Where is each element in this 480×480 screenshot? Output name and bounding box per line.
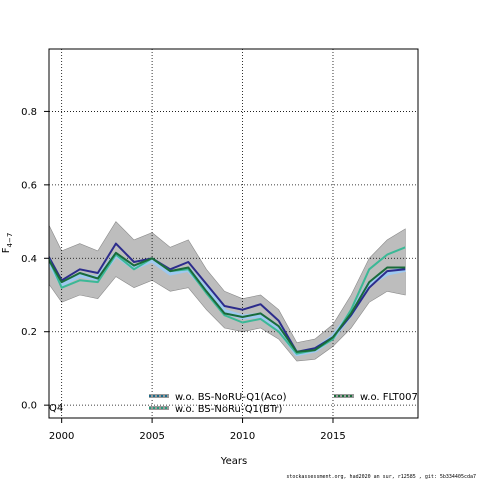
legend-label: w.o. BS-NoRu-Q1(BTr) <box>175 404 283 415</box>
series-line-3 <box>49 246 406 355</box>
legend-label: w.o. FLT007 <box>360 392 418 403</box>
y-axis-title-main: F <box>1 247 12 253</box>
y-tick-label: 0.4 <box>21 254 37 265</box>
x-tick-label: 2010 <box>230 431 255 442</box>
x-tick-label: 2005 <box>139 431 164 442</box>
y-tick-label: 0.0 <box>21 401 37 412</box>
plot-frame <box>48 48 419 419</box>
y-axis: 0.0 0.2 0.4 0.6 0.8 <box>21 107 49 412</box>
series-lines <box>49 242 406 357</box>
confidence-band <box>49 221 406 362</box>
corner-label: Q4 <box>49 403 63 414</box>
y-axis-title-sub: 4−7 <box>6 233 14 248</box>
legend: w.o. BS-NoRU-Q1(Aco)w.o. BS-NoRu-Q1(BTr)… <box>149 392 418 415</box>
y-tick-label: 0.8 <box>21 107 37 118</box>
x-axis: 2000 2005 2010 2015 <box>49 418 346 442</box>
y-axis-title: F4−7 <box>1 233 14 254</box>
y-tick-label: 0.6 <box>21 180 37 191</box>
series-line-4 <box>49 251 406 353</box>
footer-credit: stockassessment.org, had2020 an sur, r12… <box>286 474 476 480</box>
x-tick-label: 2000 <box>49 431 74 442</box>
x-tick-label: 2015 <box>320 431 345 442</box>
grid <box>49 49 418 418</box>
x-axis-title: Years <box>220 456 247 467</box>
band-area <box>49 221 406 362</box>
legend-label: w.o. BS-NoRU-Q1(Aco) <box>175 392 287 403</box>
y-tick-label: 0.2 <box>21 327 37 338</box>
